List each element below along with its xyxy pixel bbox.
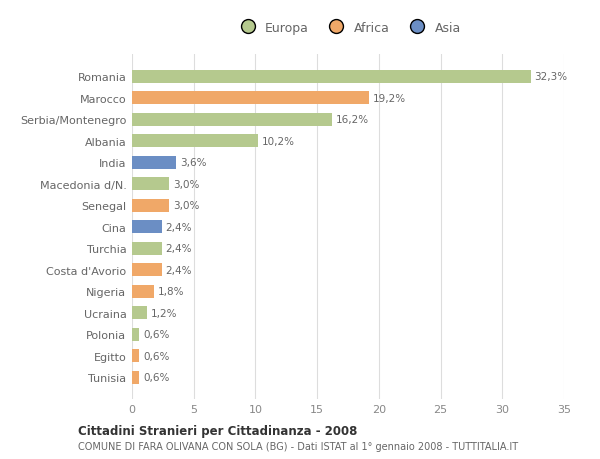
Text: 10,2%: 10,2%	[262, 136, 295, 146]
Legend: Europa, Africa, Asia: Europa, Africa, Asia	[230, 17, 466, 39]
Text: 19,2%: 19,2%	[373, 94, 406, 104]
Bar	[132, 328, 139, 341]
Text: 2,4%: 2,4%	[166, 265, 192, 275]
Bar	[132, 263, 161, 276]
Text: 2,4%: 2,4%	[166, 244, 192, 254]
Bar	[132, 157, 176, 169]
Bar	[132, 221, 161, 234]
Text: 16,2%: 16,2%	[335, 115, 369, 125]
Bar	[132, 178, 169, 191]
Text: 3,6%: 3,6%	[180, 158, 206, 168]
Bar	[132, 113, 332, 127]
Bar	[132, 307, 147, 319]
Bar	[132, 285, 154, 298]
Text: 1,8%: 1,8%	[158, 286, 184, 297]
Text: 0,6%: 0,6%	[143, 372, 169, 382]
Text: 0,6%: 0,6%	[143, 330, 169, 339]
Text: 2,4%: 2,4%	[166, 222, 192, 232]
Bar	[132, 371, 139, 384]
Bar	[132, 135, 258, 148]
Text: 1,2%: 1,2%	[151, 308, 177, 318]
Text: 3,0%: 3,0%	[173, 201, 199, 211]
Bar	[132, 199, 169, 212]
Text: 32,3%: 32,3%	[535, 72, 568, 82]
Bar	[132, 71, 530, 84]
Text: 0,6%: 0,6%	[143, 351, 169, 361]
Text: Cittadini Stranieri per Cittadinanza - 2008: Cittadini Stranieri per Cittadinanza - 2…	[78, 424, 358, 437]
Text: COMUNE DI FARA OLIVANA CON SOLA (BG) - Dati ISTAT al 1° gennaio 2008 - TUTTITALI: COMUNE DI FARA OLIVANA CON SOLA (BG) - D…	[78, 441, 518, 451]
Bar	[132, 349, 139, 362]
Text: 3,0%: 3,0%	[173, 179, 199, 189]
Bar	[132, 242, 161, 255]
Bar	[132, 92, 369, 105]
